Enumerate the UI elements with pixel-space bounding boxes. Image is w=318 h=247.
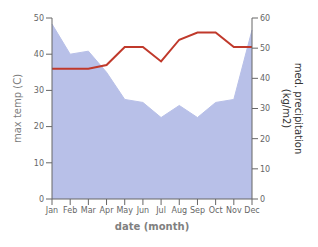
svg-text:0: 0 — [260, 195, 265, 204]
svg-text:40: 40 — [260, 74, 270, 83]
svg-text:Jul: Jul — [155, 206, 166, 215]
svg-text:30: 30 — [260, 104, 270, 113]
svg-text:May: May — [116, 206, 133, 215]
svg-text:50: 50 — [260, 44, 270, 53]
svg-text:Dec: Dec — [244, 206, 259, 215]
svg-text:Aug: Aug — [171, 206, 187, 215]
svg-text:Apr: Apr — [100, 206, 115, 215]
svg-text:40: 40 — [34, 50, 44, 59]
svg-text:20: 20 — [34, 122, 44, 131]
svg-text:Nov: Nov — [226, 206, 242, 215]
svg-text:Jun: Jun — [136, 206, 150, 215]
svg-text:50: 50 — [34, 14, 44, 23]
svg-text:0: 0 — [39, 195, 44, 204]
svg-text:date (month): date (month) — [115, 221, 189, 232]
svg-text:10: 10 — [260, 165, 270, 174]
svg-text:Sep: Sep — [190, 206, 205, 215]
svg-text:med. precipitation(kg/m2): med. precipitation(kg/m2) — [281, 63, 304, 155]
svg-text:30: 30 — [34, 86, 44, 95]
svg-text:max temp (C): max temp (C) — [12, 74, 23, 143]
svg-text:10: 10 — [34, 159, 44, 168]
svg-text:Mar: Mar — [81, 206, 97, 215]
svg-text:Feb: Feb — [63, 206, 77, 215]
svg-text:Jan: Jan — [45, 206, 58, 215]
svg-text:Oct: Oct — [209, 206, 223, 215]
svg-text:60: 60 — [260, 14, 270, 23]
svg-text:20: 20 — [260, 135, 270, 144]
